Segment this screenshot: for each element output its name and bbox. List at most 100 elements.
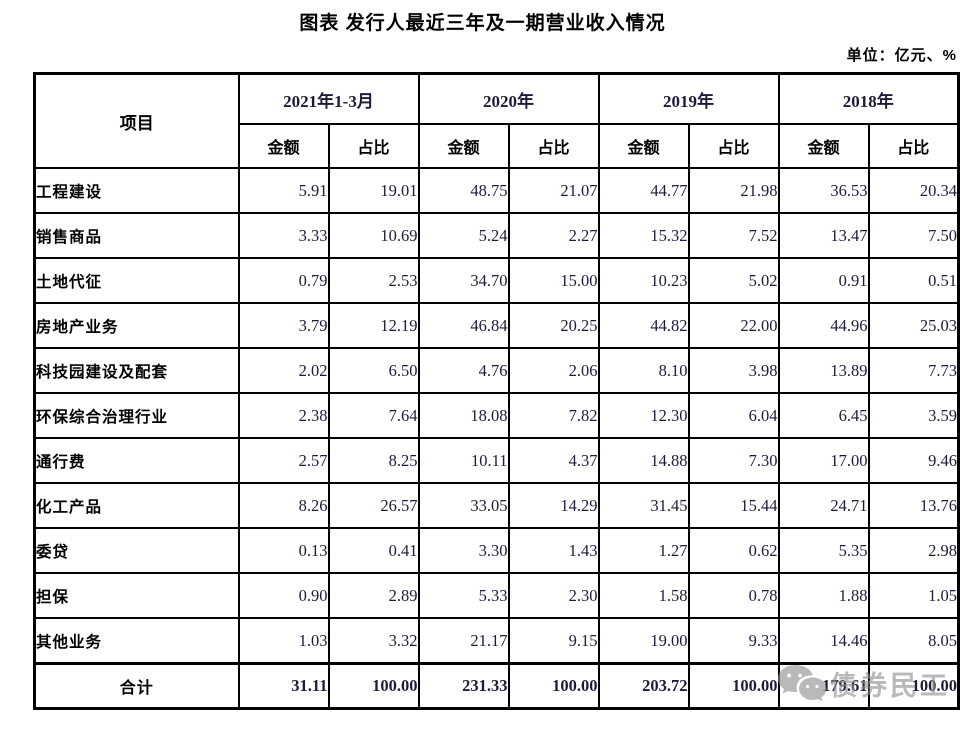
value-cell: 26.57 xyxy=(327,482,420,529)
value-cell: 2.27 xyxy=(507,212,600,259)
value-cell: 5.35 xyxy=(777,527,870,574)
column-header-measure: 占比 xyxy=(687,123,780,169)
row-label: 担保 xyxy=(33,572,240,619)
revenue-table: 项目 2021年1-3月 2020年 2019年 2018年 金额 占比 金额 占比 金额 占比 金额… xyxy=(33,72,961,710)
row-label: 通行费 xyxy=(33,437,240,484)
period-label: 2019年 xyxy=(663,91,715,111)
value-cell: 2.98 xyxy=(867,527,960,574)
value-cell: 7.30 xyxy=(687,437,780,484)
value-cell: 10.23 xyxy=(597,257,690,304)
total-value-cell: 231.33 xyxy=(417,662,510,710)
value-cell: 3.32 xyxy=(327,617,420,665)
table-body: 工程建设 5.91 19.01 48.75 21.07 44.77 21.98 36.53 20… xyxy=(33,167,960,710)
value-cell: 12.30 xyxy=(597,392,690,439)
value-cell: 1.43 xyxy=(507,527,600,574)
table-head: 项目 2021年1-3月 2020年 2019年 2018年 金额 占比 金额 占比 金额 占比 金额… xyxy=(33,72,960,169)
value-cell: 19.01 xyxy=(327,167,420,214)
value-cell: 2.02 xyxy=(237,347,330,394)
row-label: 其他业务 xyxy=(33,617,240,665)
table-total-row: 合计 31.11 100.00 231.33 100.00 203.72 100.00 179… xyxy=(33,662,960,710)
header-row-years: 项目 2021年1-3月 2020年 2019年 2018年 xyxy=(33,72,960,169)
value-cell: 0.91 xyxy=(777,257,870,304)
value-cell: 8.25 xyxy=(327,437,420,484)
value-cell: 13.47 xyxy=(777,212,870,259)
value-cell: 36.53 xyxy=(777,167,870,214)
column-header-measure: 金额 xyxy=(237,123,330,169)
value-cell: 1.88 xyxy=(777,572,870,619)
value-cell: 5.33 xyxy=(417,572,510,619)
column-header-period: 2021年1-3月 xyxy=(237,72,420,125)
value-cell: 9.33 xyxy=(687,617,780,665)
row-label: 销售商品 xyxy=(33,212,240,259)
period-label: 2018年 xyxy=(842,91,894,111)
total-value-cell: 203.72 xyxy=(597,662,690,710)
value-cell: 10.11 xyxy=(417,437,510,484)
period-label: 2020年 xyxy=(483,91,535,111)
value-cell: 14.88 xyxy=(597,437,690,484)
value-cell: 15.32 xyxy=(597,212,690,259)
value-cell: 25.03 xyxy=(867,302,960,349)
table-row: 环保综合治理行业 2.38 7.64 18.08 7.82 12.30 6.04 6.45 3.… xyxy=(33,392,960,439)
total-value-cell: 100.00 xyxy=(327,662,420,710)
period-label: 2021年1-3月 xyxy=(283,91,374,111)
value-cell: 7.64 xyxy=(327,392,420,439)
value-cell: 48.75 xyxy=(417,167,510,214)
value-cell: 3.33 xyxy=(237,212,330,259)
value-cell: 24.71 xyxy=(777,482,870,529)
value-cell: 0.78 xyxy=(687,572,780,619)
value-cell: 2.53 xyxy=(327,257,420,304)
value-cell: 21.17 xyxy=(417,617,510,665)
value-cell: 13.89 xyxy=(777,347,870,394)
value-cell: 9.15 xyxy=(507,617,600,665)
value-cell: 1.05 xyxy=(867,572,960,619)
value-cell: 20.25 xyxy=(507,302,600,349)
total-value-cell: 100.00 xyxy=(507,662,600,710)
column-header-period: 2019年 xyxy=(597,72,780,125)
value-cell: 31.45 xyxy=(597,482,690,529)
value-cell: 4.76 xyxy=(417,347,510,394)
value-cell: 0.51 xyxy=(867,257,960,304)
value-cell: 7.52 xyxy=(687,212,780,259)
table-row: 其他业务 1.03 3.32 21.17 9.15 19.00 9.33 14.46 8.05 xyxy=(33,617,960,665)
row-label: 房地产业务 xyxy=(33,302,240,349)
value-cell: 7.82 xyxy=(507,392,600,439)
table-row: 担保 0.90 2.89 5.33 2.30 1.58 0.78 1.88 1.05 xyxy=(33,572,960,619)
value-cell: 5.91 xyxy=(237,167,330,214)
value-cell: 1.58 xyxy=(597,572,690,619)
total-row-label: 合计 xyxy=(33,662,240,710)
table-row: 委贷 0.13 0.41 3.30 1.43 1.27 0.62 5.35 2.98 xyxy=(33,527,960,574)
value-cell: 44.77 xyxy=(597,167,690,214)
column-header-measure: 金额 xyxy=(777,123,870,169)
column-header-period: 2020年 xyxy=(417,72,600,125)
value-cell: 7.50 xyxy=(867,212,960,259)
value-cell: 1.03 xyxy=(237,617,330,665)
value-cell: 3.79 xyxy=(237,302,330,349)
value-cell: 19.00 xyxy=(597,617,690,665)
table-row: 科技园建设及配套 2.02 6.50 4.76 2.06 8.10 3.98 13.89 7.7… xyxy=(33,347,960,394)
value-cell: 12.19 xyxy=(327,302,420,349)
value-cell: 0.90 xyxy=(237,572,330,619)
value-cell: 34.70 xyxy=(417,257,510,304)
value-cell: 8.10 xyxy=(597,347,690,394)
value-cell: 13.76 xyxy=(867,482,960,529)
value-cell: 20.34 xyxy=(867,167,960,214)
unit-label: 单位：亿元、% xyxy=(846,47,957,64)
value-cell: 2.89 xyxy=(327,572,420,619)
value-cell: 14.46 xyxy=(777,617,870,665)
value-cell: 44.96 xyxy=(777,302,870,349)
value-cell: 3.30 xyxy=(417,527,510,574)
value-cell: 22.00 xyxy=(687,302,780,349)
value-cell: 0.13 xyxy=(237,527,330,574)
total-value-cell: 31.11 xyxy=(237,662,330,710)
table-row: 化工产品 8.26 26.57 33.05 14.29 31.45 15.44 24.71 13… xyxy=(33,482,960,529)
row-label: 委贷 xyxy=(33,527,240,574)
value-cell: 5.24 xyxy=(417,212,510,259)
column-header-measure: 金额 xyxy=(417,123,510,169)
column-header-measure: 金额 xyxy=(597,123,690,169)
table-row: 工程建设 5.91 19.01 48.75 21.07 44.77 21.98 36.53 20… xyxy=(33,167,960,214)
value-cell: 17.00 xyxy=(777,437,870,484)
row-label: 土地代征 xyxy=(33,257,240,304)
column-header-item: 项目 xyxy=(33,72,240,169)
value-cell: 8.05 xyxy=(867,617,960,665)
